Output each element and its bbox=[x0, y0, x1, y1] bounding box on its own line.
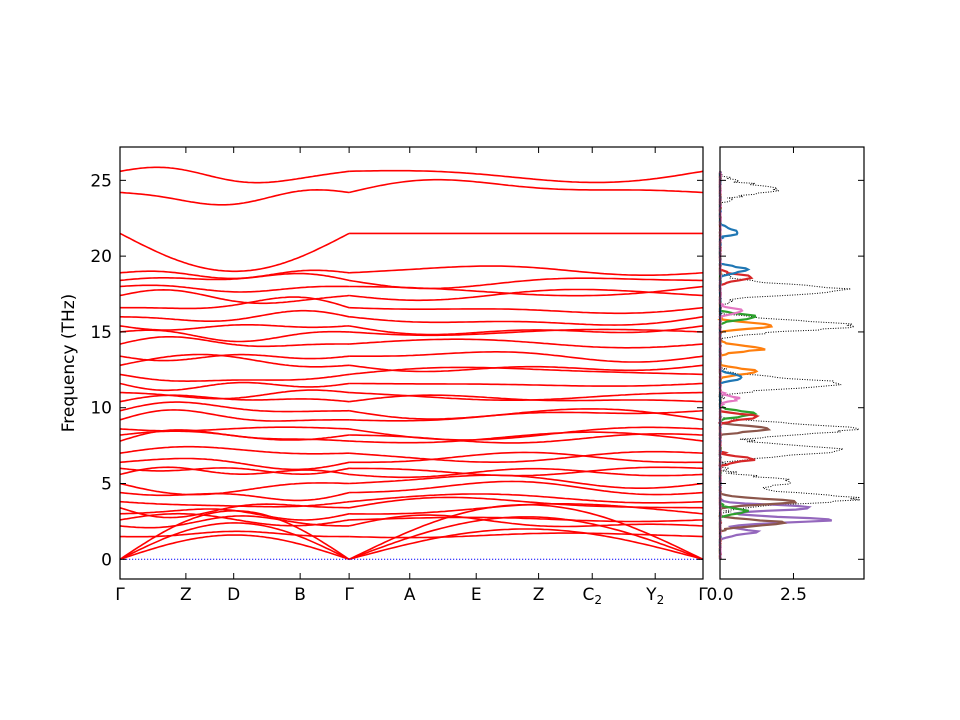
phonon-band bbox=[349, 466, 704, 477]
y-tick-label: 20 bbox=[90, 247, 112, 267]
phonon-band bbox=[119, 381, 350, 392]
k-point-label: Z bbox=[180, 585, 192, 605]
phonon-band bbox=[119, 188, 350, 206]
phonon-band bbox=[349, 493, 704, 504]
phonon-band bbox=[349, 474, 704, 490]
phonon-band bbox=[119, 335, 350, 348]
y-axis-label: Frequency (THz) bbox=[59, 294, 79, 433]
phonon-band bbox=[119, 515, 350, 529]
phonon-band bbox=[119, 409, 350, 422]
phonon-band bbox=[119, 284, 350, 293]
phonon-band bbox=[348, 178, 704, 194]
phonon-band bbox=[348, 528, 704, 561]
phonon-band bbox=[119, 512, 350, 527]
phonon-band bbox=[119, 166, 350, 184]
k-point-label: Γ bbox=[698, 585, 708, 605]
phonon-band bbox=[120, 309, 350, 323]
dos-y-ticks bbox=[720, 179, 864, 560]
phonon-band bbox=[349, 328, 704, 337]
band-panel-frame bbox=[119, 146, 704, 580]
phonon-band bbox=[119, 500, 350, 508]
phonon-band bbox=[119, 232, 350, 273]
phonon-band bbox=[119, 323, 350, 331]
phonon-band bbox=[119, 534, 350, 561]
phonon-band bbox=[119, 394, 350, 403]
k-point-label: Z bbox=[533, 585, 545, 605]
y-tick-label: 25 bbox=[90, 171, 112, 191]
y-tick-label: 5 bbox=[101, 475, 112, 495]
phonon-band bbox=[120, 296, 350, 310]
phonon-bands bbox=[119, 166, 704, 561]
phonon-band bbox=[349, 169, 704, 184]
phonon-band bbox=[119, 353, 350, 362]
kpath-ticks: Γ Z D B Γ A E Z C2 Y2 Γ bbox=[115, 147, 708, 607]
phonon-band bbox=[348, 409, 704, 420]
y-tick-label: 15 bbox=[90, 323, 112, 343]
phonon-band bbox=[349, 450, 704, 464]
phonon-band bbox=[120, 530, 350, 538]
phonon-band bbox=[348, 325, 704, 336]
phonon-band bbox=[349, 480, 704, 496]
phonon-band bbox=[349, 382, 704, 387]
k-point-label: E bbox=[471, 585, 482, 605]
phonon-band bbox=[349, 366, 704, 376]
phonon-band bbox=[348, 514, 704, 528]
phonon-band bbox=[349, 532, 704, 539]
y-tick-label: 0 bbox=[101, 550, 112, 570]
k-point-label: Γ bbox=[344, 585, 354, 605]
phonon-band bbox=[349, 350, 704, 363]
phonon-band bbox=[119, 522, 350, 561]
phonon-band bbox=[119, 445, 350, 455]
dos-curve bbox=[718, 170, 833, 560]
phonon-band bbox=[119, 482, 350, 496]
phonon-band bbox=[349, 391, 703, 402]
band-structure-panel: 0 5 10 15 20 25 Γ Z D B Γ A E Z C2 Y2 Γ Frequency (THz) bbox=[59, 146, 708, 607]
dos-curves bbox=[717, 170, 861, 560]
phonon-band bbox=[119, 457, 350, 471]
phonon-band bbox=[349, 451, 703, 464]
phonon-band bbox=[119, 467, 350, 476]
phonon-band bbox=[119, 272, 350, 282]
phonon-band bbox=[349, 502, 704, 515]
k-point-label: A bbox=[404, 585, 416, 605]
phonon-band bbox=[119, 269, 350, 280]
phonon-band bbox=[348, 426, 704, 441]
k-point-label: D bbox=[227, 585, 240, 605]
k-point-label: C2 bbox=[582, 585, 602, 607]
k-point-label: B bbox=[294, 585, 306, 605]
phonon-band bbox=[119, 430, 350, 441]
dos-x-tick-label: 2.5 bbox=[780, 585, 807, 605]
dos-x-ticks: 0.0 2.5 bbox=[706, 147, 807, 605]
phonon-band bbox=[349, 316, 704, 326]
phonon-band bbox=[119, 401, 350, 413]
k-point-label: Γ bbox=[115, 585, 125, 605]
phonon-band bbox=[348, 496, 704, 509]
phonon-band bbox=[349, 516, 704, 523]
phonon-band bbox=[349, 467, 704, 479]
phonon-band bbox=[119, 466, 350, 476]
phonon-band bbox=[119, 329, 350, 343]
phonon-band bbox=[119, 288, 350, 305]
phonon-band bbox=[120, 389, 350, 400]
phonon-band bbox=[119, 373, 350, 383]
phonon-band bbox=[119, 491, 350, 502]
y-tick-label: 10 bbox=[90, 399, 112, 419]
phonon-band bbox=[119, 426, 350, 432]
phonon-band bbox=[349, 338, 704, 349]
phonon-band bbox=[348, 277, 703, 290]
dos-panel-frame bbox=[719, 146, 865, 580]
phonon-band bbox=[349, 288, 704, 302]
band-y-ticks: 0 5 10 15 20 25 bbox=[90, 171, 703, 570]
phonon-band bbox=[119, 508, 350, 521]
phonon-band bbox=[349, 265, 704, 277]
dos-panel: 0.0 2.5 bbox=[706, 146, 865, 605]
k-point-label: Y2 bbox=[645, 585, 664, 607]
phonon-band bbox=[119, 353, 350, 368]
phonon-band bbox=[349, 364, 704, 373]
dos-x-tick-label: 0.0 bbox=[706, 585, 733, 605]
phonon-band bbox=[349, 306, 704, 315]
phonon-band bbox=[349, 408, 704, 422]
